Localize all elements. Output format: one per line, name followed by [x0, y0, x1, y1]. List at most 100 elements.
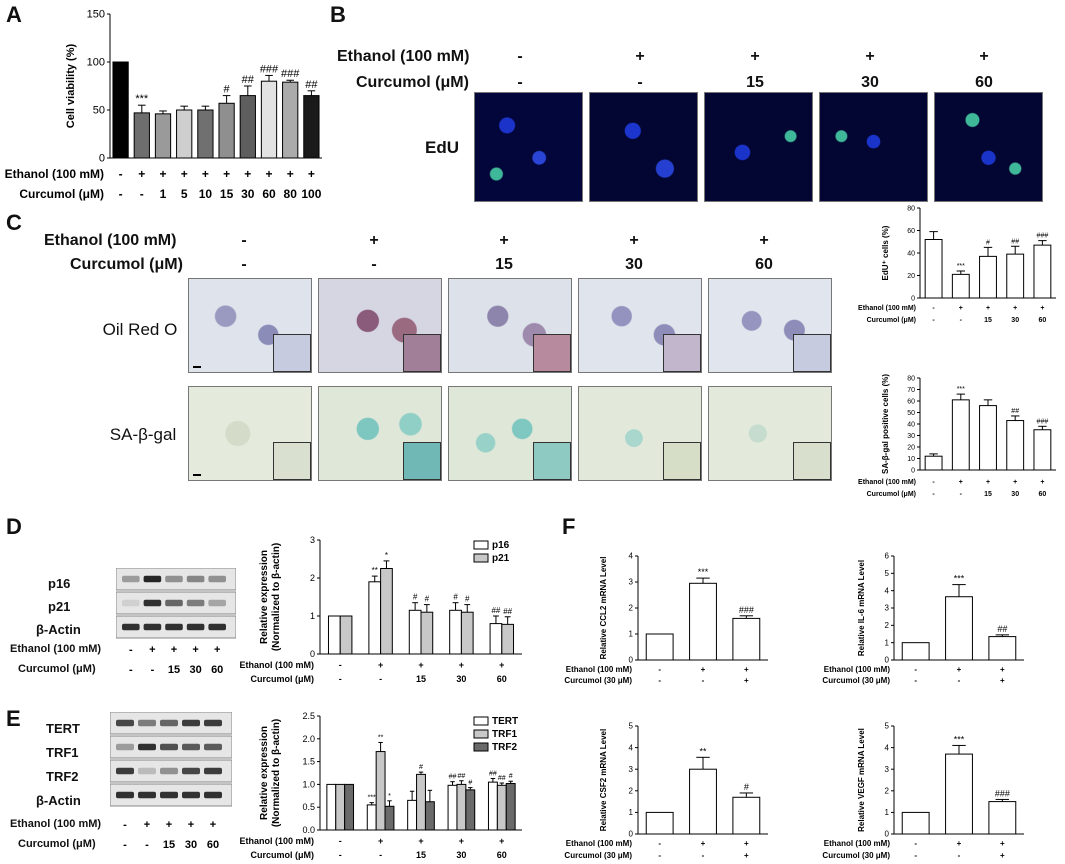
panel-d-western-blot — [116, 568, 236, 639]
y-tick-label: 5 — [885, 569, 890, 578]
p21-blot-label: p21 — [48, 599, 71, 614]
y-tick-label: 30 — [907, 433, 915, 440]
curcumol-condition: 15 — [984, 491, 992, 498]
y-tick-label: 70 — [907, 387, 915, 394]
significance-label: ** — [699, 746, 707, 756]
y-tick-label: 20 — [907, 273, 915, 280]
ethanol-condition: + — [1040, 479, 1044, 486]
curcumol-condition: - — [145, 839, 149, 851]
bar — [260, 80, 278, 159]
tert-blot-label: TERT — [46, 721, 80, 736]
ethanol-condition: + — [957, 665, 962, 674]
curcumol-condition: 15 — [984, 317, 992, 324]
bar — [645, 633, 674, 661]
curcumol-label: Curcumol (μM) — [250, 674, 314, 684]
panel-e-curcumol-label: Curcumol (μM) — [18, 838, 96, 850]
curcumol-label: Curcumol (30 μM) — [564, 676, 632, 685]
significance-label: *** — [954, 574, 965, 584]
ethanol-condition: + — [144, 819, 150, 831]
blot-band — [165, 623, 183, 631]
trf1-blot-label: TRF1 — [46, 745, 79, 760]
vegf-bar-chart: 0 1 2 3 4 5 Relative VEGF mRNA Level *** ### Etha… — [822, 722, 1024, 860]
curcumol-condition: + — [744, 676, 749, 685]
curcumol-condition: 30 — [456, 674, 466, 684]
y-tick-label: 0.0 — [302, 825, 315, 835]
blot-band — [186, 599, 205, 607]
bar — [408, 609, 422, 655]
bar — [447, 784, 458, 831]
bar — [489, 623, 503, 655]
y-tick-label: 0 — [911, 295, 915, 302]
ethanol-label: Ethanol (100 mM) — [239, 660, 314, 670]
y-tick-label: 20 — [907, 444, 915, 451]
curcumol-condition: 100 — [301, 187, 321, 201]
panel-c-curcumol-2: - — [371, 256, 377, 273]
ethanol-condition: + — [265, 167, 272, 181]
panel-e-ethanol-label: Ethanol (100 mM) — [10, 818, 102, 830]
blot-band — [208, 575, 226, 583]
y-axis-label: Relative VEGF mRNA Level — [857, 728, 866, 832]
blot-band — [208, 599, 226, 607]
bar — [375, 751, 386, 831]
y-tick-label: 3 — [629, 765, 634, 774]
bar — [460, 611, 474, 655]
bar — [197, 109, 214, 159]
curcumol-condition: - — [914, 676, 917, 685]
y-axis-label: Cell viability (%) — [65, 43, 77, 128]
y-tick-label: 0 — [911, 467, 915, 474]
curcumol-condition: 15 — [168, 664, 180, 676]
curcumol-condition: - — [958, 676, 961, 685]
ethanol-condition: + — [1013, 479, 1017, 486]
bar — [924, 455, 943, 471]
bar — [335, 783, 346, 831]
significance-label: ## — [503, 607, 512, 616]
edu-row-label: EdU — [425, 138, 459, 157]
y-tick-label: 2 — [885, 621, 890, 630]
ethanol-label: Ethanol (100 mM) — [824, 665, 891, 674]
significance-label: *** — [135, 93, 149, 105]
blot-band — [204, 767, 222, 775]
ethanol-condition: - — [658, 665, 661, 674]
curcumol-label: Curcumol (30 μM) — [822, 676, 890, 685]
blot-band — [160, 743, 178, 751]
y-tick-label: 2.5 — [302, 711, 315, 721]
ethanol-condition: + — [499, 836, 504, 846]
significance-label: ### — [281, 68, 300, 80]
trf2-blot-label: TRF2 — [46, 769, 79, 784]
ethanol-condition: - — [914, 839, 917, 848]
bar — [380, 568, 393, 655]
ccl2-bar-chart: 0 1 2 3 4 Relative CCL2 mRNA Level *** ### Ethan… — [564, 552, 768, 685]
edu-image-control — [474, 92, 583, 202]
ethanol-condition: + — [959, 305, 963, 312]
curcumol-condition: - — [339, 674, 342, 684]
oil-red-image-cur60 — [708, 278, 832, 373]
y-tick-label: 1.0 — [302, 779, 315, 789]
sa-gal-image-ethanol — [318, 386, 442, 481]
bar — [218, 102, 235, 159]
blot-band — [138, 743, 156, 751]
curcumol-condition: 80 — [284, 187, 298, 201]
panel-c-ethanol-4: + — [629, 232, 639, 249]
legend-swatch — [473, 729, 489, 739]
actin-blot-label-d: β-Actin — [36, 622, 81, 637]
blot-band — [138, 719, 156, 727]
ethanol-condition: - — [123, 819, 127, 831]
legend-swatch — [473, 716, 489, 726]
ethanol-condition: + — [166, 819, 172, 831]
ethanol-condition: + — [459, 836, 464, 846]
ethanol-condition: + — [149, 644, 155, 656]
ethanol-condition: + — [957, 839, 962, 848]
y-tick-label: 0 — [99, 153, 105, 165]
blot-band — [160, 767, 178, 775]
curcumol-condition: 60 — [211, 664, 223, 676]
y-tick-label: 1.5 — [302, 757, 315, 767]
panel-c-ethanol-5: + — [759, 232, 769, 249]
bar — [176, 109, 193, 159]
y-tick-label: 2 — [629, 786, 634, 795]
curcumol-label: Curcumol (μM) — [867, 317, 916, 324]
y-tick-label: 40 — [907, 250, 915, 257]
bar — [732, 617, 761, 661]
panel-c-curcumol-1: - — [241, 256, 247, 273]
ethanol-condition: + — [418, 836, 423, 846]
